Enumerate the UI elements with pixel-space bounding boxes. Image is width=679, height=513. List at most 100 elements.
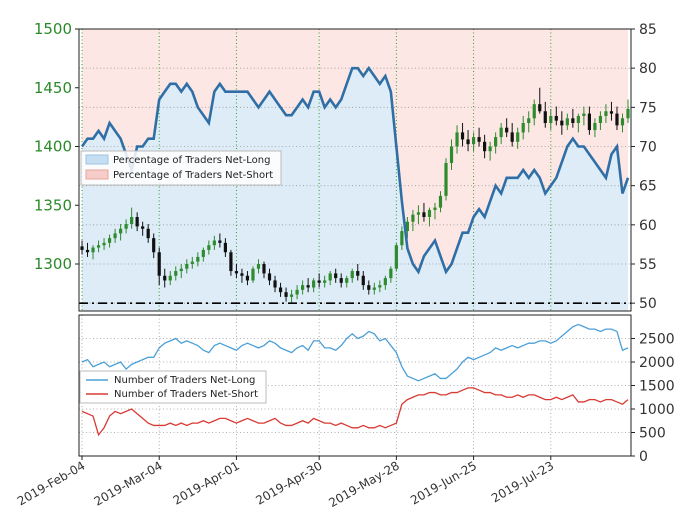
candle-body <box>130 217 134 225</box>
candle-body <box>367 285 371 290</box>
legend-swatch-net-short <box>85 169 109 180</box>
count-tick-label: 2000 <box>639 355 675 371</box>
legend-label-net-short: Percentage of Traders Net-Short <box>113 170 273 181</box>
top-legend-box <box>80 150 282 186</box>
percent-tick-label: 50 <box>639 296 657 312</box>
candle-body <box>356 271 360 276</box>
date-tick-label: 2019-Jun-25 <box>408 458 479 507</box>
percent-tick-label: 65 <box>639 179 657 195</box>
candle-body <box>477 137 481 142</box>
candle-body <box>234 271 239 274</box>
candle-body <box>516 132 520 142</box>
candle-body <box>124 224 128 229</box>
legend-label-count-long: Number of Traders Net-Long <box>114 375 255 386</box>
candle-body <box>328 273 332 281</box>
count-net-short-line <box>81 387 629 437</box>
candle-body <box>598 115 603 123</box>
candle-body <box>262 264 266 274</box>
candle-body <box>483 141 487 152</box>
candle-body <box>91 247 95 253</box>
candle-body <box>245 275 250 281</box>
candle-body <box>532 104 536 119</box>
bottom-legend: Number of Traders Net-Long Number of Tra… <box>79 370 267 404</box>
candle-body <box>119 228 123 234</box>
top-panel-fills <box>82 29 628 312</box>
date-tick-label: 2019-May-28 <box>326 458 401 510</box>
count-tick-label: 1000 <box>639 402 675 418</box>
candle-body <box>196 256 200 262</box>
candle-body <box>444 162 448 196</box>
candle-body <box>411 214 415 222</box>
candle-body <box>405 221 409 232</box>
candle-body <box>615 113 619 126</box>
price-axis-ticks: 1500 1450 1400 1350 1300 <box>34 20 79 273</box>
candle-body <box>201 249 205 257</box>
candle-body <box>334 273 338 279</box>
percent-tick-label: 60 <box>639 218 657 234</box>
candle-body <box>455 132 459 147</box>
percent-tick-label: 85 <box>639 22 657 38</box>
legend-label-net-long: Percentage of Traders Net-Long <box>113 155 271 166</box>
candle-body <box>107 238 112 243</box>
candle-body <box>400 231 404 246</box>
candle-body <box>505 127 509 133</box>
candle-body <box>163 275 167 281</box>
count-tick-label: 2500 <box>639 332 675 348</box>
bottom-legend-box <box>79 370 267 404</box>
candle-body <box>494 137 498 147</box>
candle-body <box>229 252 233 272</box>
candle-body <box>174 271 178 276</box>
candle-body <box>576 115 580 123</box>
candle-body <box>527 118 531 123</box>
candle-body <box>593 123 597 131</box>
candle-body <box>80 246 84 250</box>
candle-body <box>323 280 327 283</box>
candle-body <box>521 123 525 133</box>
count-axis-ticks: 2500 2000 1500 1000 500 0 <box>631 332 675 465</box>
candle-body <box>190 261 194 264</box>
date-tick-label: 2019-Feb-04 <box>15 458 88 508</box>
candle-body <box>207 245 211 250</box>
date-tick-label: 2019-Apr-30 <box>253 458 324 507</box>
candle-body <box>102 242 106 246</box>
candle-body <box>273 280 277 288</box>
candle-body <box>422 212 426 217</box>
candle-body <box>168 275 172 281</box>
count-tick-label: 500 <box>639 426 666 442</box>
candle-body <box>565 118 569 126</box>
price-tick-label: 1500 <box>34 20 72 38</box>
count-net-long-line <box>81 323 629 382</box>
candle-body <box>383 278 387 286</box>
candle-body <box>416 212 421 215</box>
candle-body <box>604 111 608 116</box>
candle-body <box>394 245 398 269</box>
candle-body <box>350 271 354 279</box>
legend-label-count-short: Number of Traders Net-Short <box>114 389 258 400</box>
candle-body <box>549 115 553 123</box>
candle-body <box>449 146 454 163</box>
candle-body <box>152 238 156 253</box>
net-short-area <box>82 29 628 272</box>
candle-body <box>218 240 222 243</box>
candle-body <box>85 249 90 253</box>
candle-body <box>312 280 316 288</box>
candle-body <box>306 285 310 288</box>
candle-body <box>389 268 393 279</box>
candle-body <box>267 273 272 281</box>
candle-body <box>301 285 305 290</box>
price-tick-label: 1450 <box>34 79 72 97</box>
legend-swatch-net-long <box>85 154 109 165</box>
date-axis-ticks: 2019-Feb-04 2019-Mar-04 2019-Apr-01 2019-Ap… <box>15 456 556 510</box>
candle-body <box>582 113 586 116</box>
candle-body <box>317 280 321 283</box>
candle-body <box>146 228 150 239</box>
candle-body <box>499 127 503 138</box>
candle-body <box>135 217 139 227</box>
candle-body <box>510 132 514 142</box>
price-tick-label: 1350 <box>34 196 72 214</box>
candle-body <box>626 108 630 119</box>
date-tick-label: 2019-Apr-01 <box>171 458 242 507</box>
candle-body <box>488 146 492 152</box>
top-legend: Percentage of Traders Net-Long Percentag… <box>80 150 282 186</box>
